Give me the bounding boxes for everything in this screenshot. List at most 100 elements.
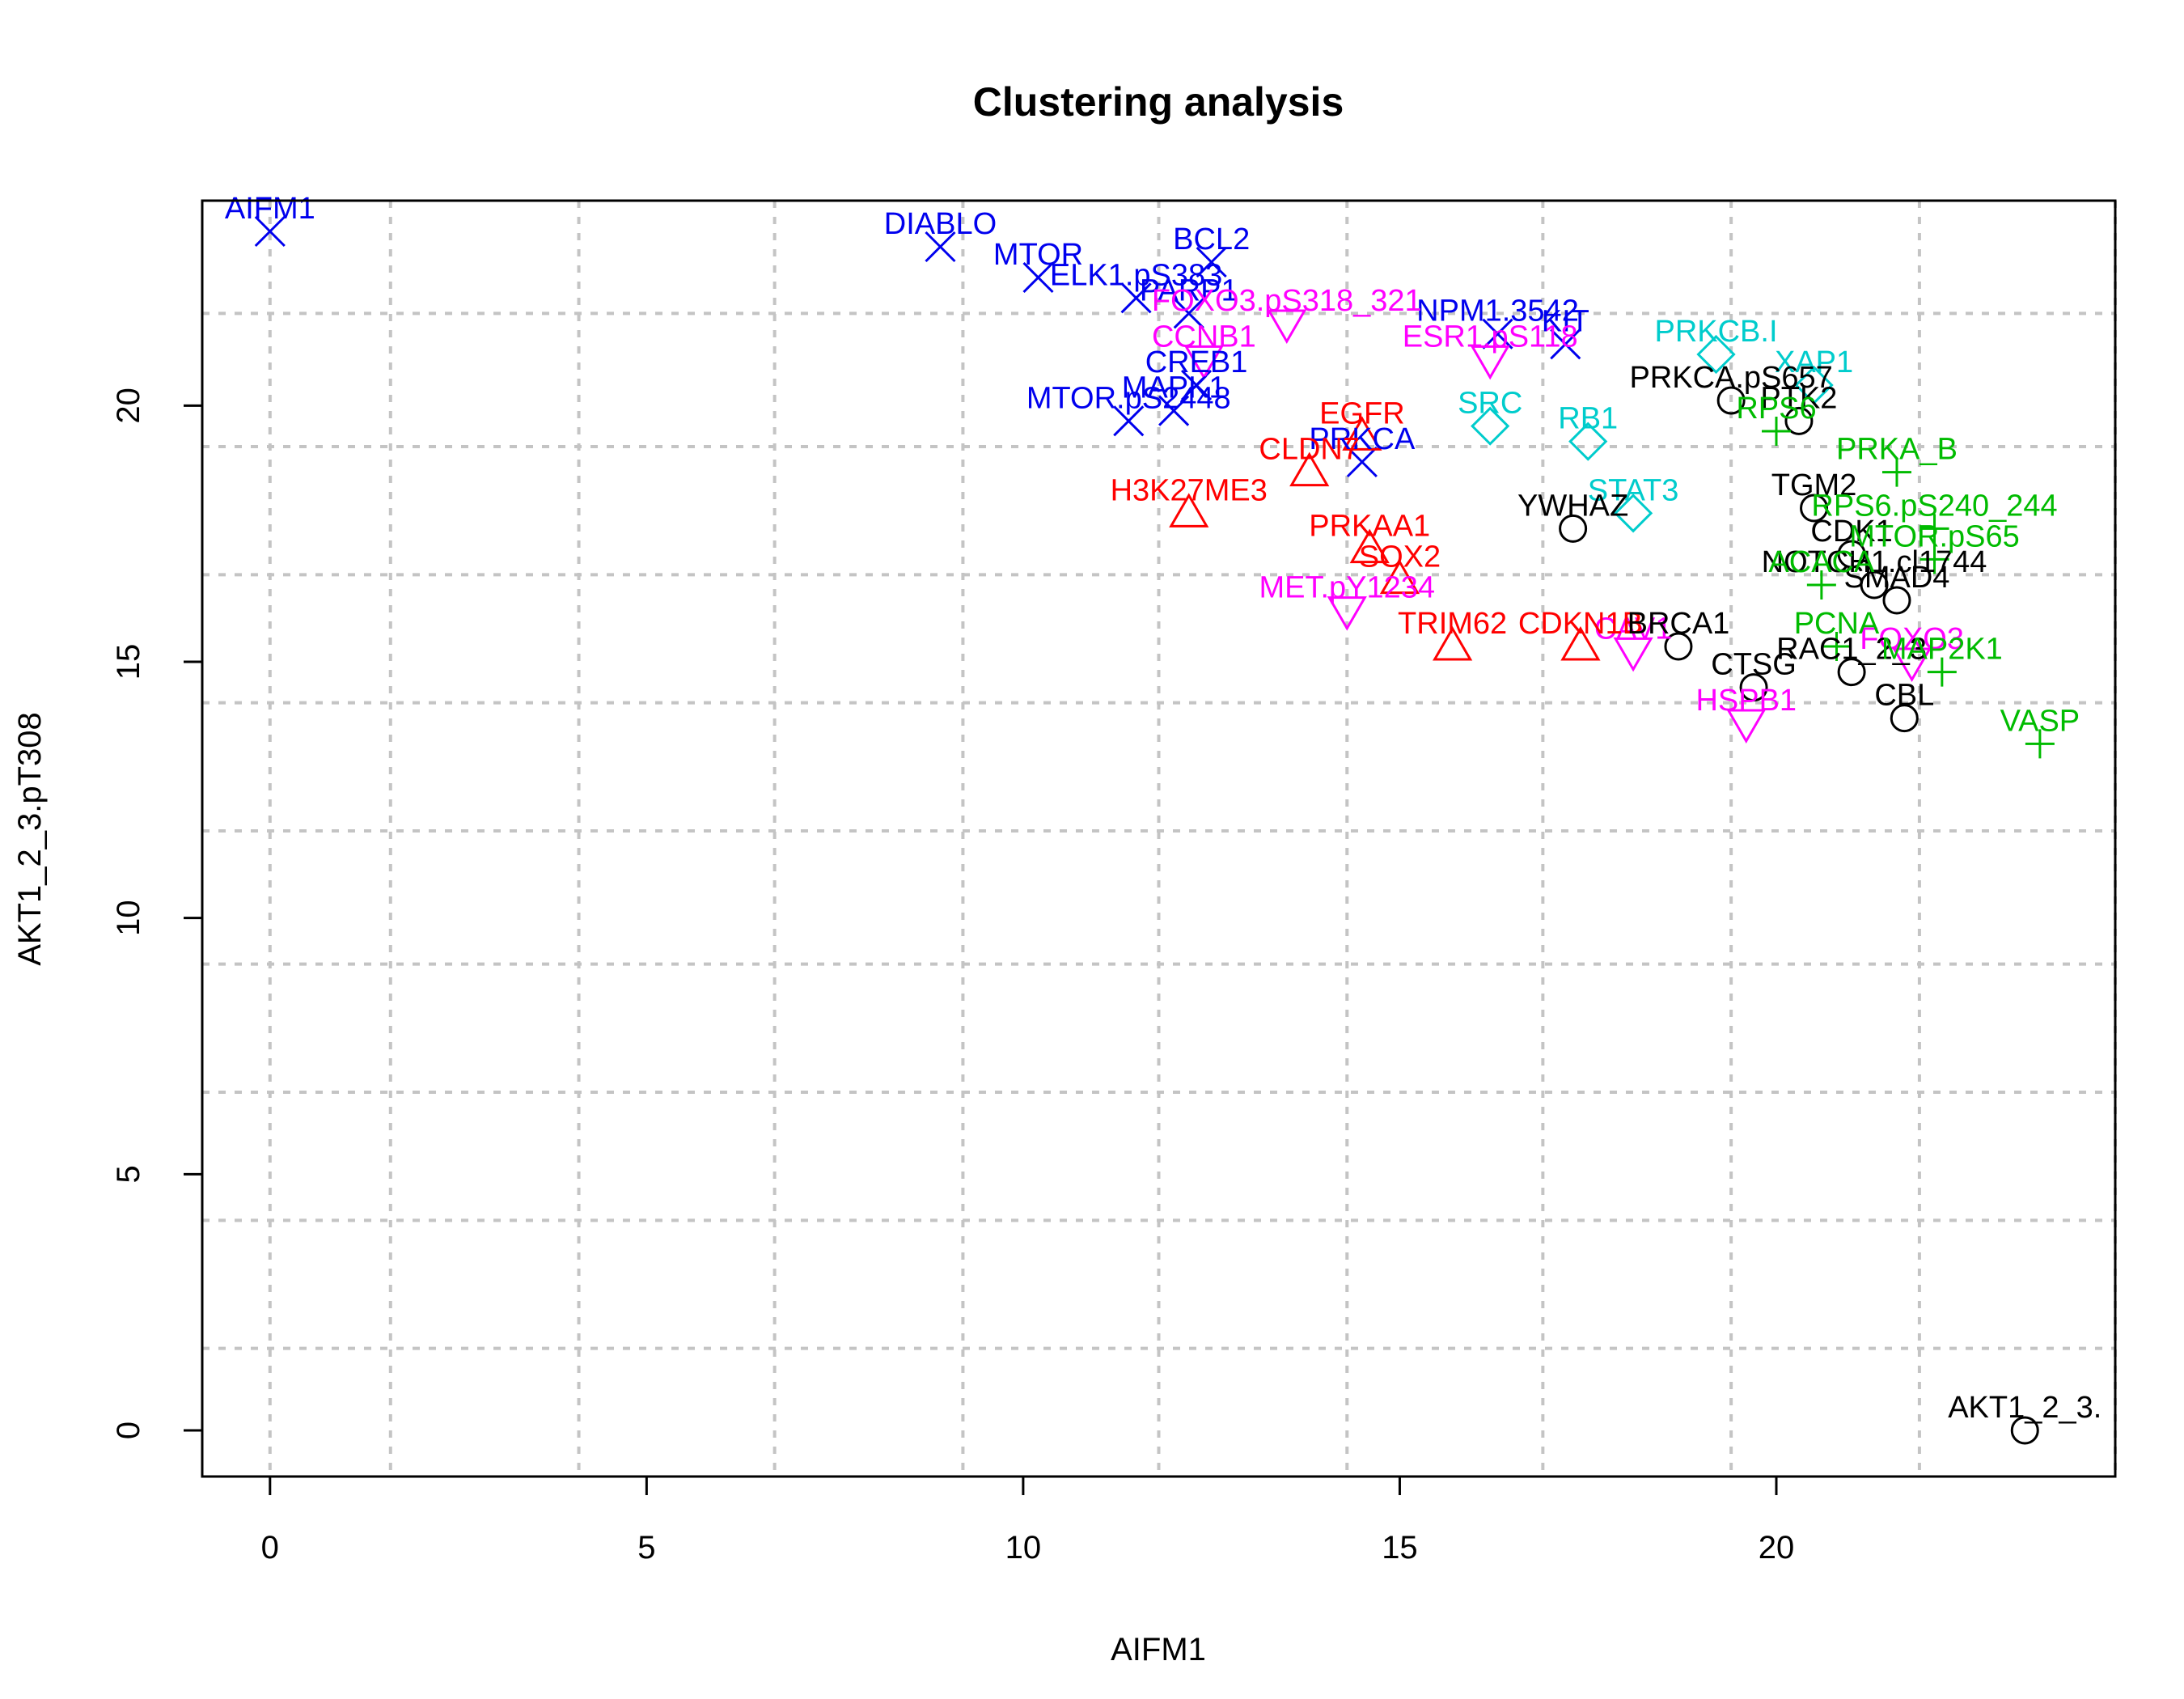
data-point-plus [2025,729,2055,759]
data-point-triangle-down [1470,345,1510,380]
point-label: CCNB1 [1152,320,1256,354]
point-label: PRKA_B [1836,433,1958,467]
data-point-circle [1739,673,1768,702]
point-label: PCNA [1794,607,1880,641]
point-label: PRKCB.I [1654,315,1777,349]
point-label: MAPK1 [1122,371,1226,405]
data-point-diamond [1471,406,1510,446]
x-axis-label: AIFM1 [1111,1632,1206,1667]
data-point-circle [1882,586,1911,615]
point-label: PARP1 [1140,273,1238,307]
data-point-x [1120,282,1152,314]
data-point-circle [1837,540,1866,569]
data-point-circle [1837,658,1866,687]
point-label: PRKAA1 [1309,510,1430,544]
data-point-x [1196,246,1227,278]
data-point-x [1022,261,1054,294]
data-point-triangle-down [1613,637,1653,672]
data-point-plus [1822,632,1852,661]
point-label: RPS6 [1736,392,1816,426]
x-tick-label: 20 [1759,1530,1795,1566]
point-label: BCL2 [1173,222,1250,256]
point-label: YWHAZ [1517,489,1628,523]
data-point-triangle [1342,416,1382,451]
point-label: H3K27ME3 [1111,473,1268,507]
axes: 0 5 10 15 20 0 5 10 15 20 [111,388,1794,1566]
data-point-x [1158,395,1190,426]
data-point-triangle [1433,626,1473,661]
point-label: SMAD4 [1844,561,1950,595]
x-tick-label: 5 [637,1530,655,1566]
point-label: MTOR.pS65 [1849,519,2019,553]
point-label: NPM1.3542 [1416,294,1579,328]
point-label: AIFM1 [225,192,315,226]
point-label: SRC [1458,387,1522,421]
point-label: PRKCA [1309,422,1416,456]
point-label: AKT1_2_3. [1948,1391,2101,1425]
data-points [254,215,2055,1445]
point-label: NOTCH1.cl1744 [1762,545,1987,579]
data-point-circle [1890,704,1919,733]
point-label: ACACA [1768,545,1875,579]
data-point-triangle [1560,626,1601,661]
data-point-x [1113,405,1145,437]
point-label: CREB1 [1145,345,1248,379]
point-label: TGM2 [1771,468,1857,502]
y-tick-label: 10 [111,900,146,936]
y-tick-label: 20 [111,388,146,424]
point-label: VASP [2000,704,2080,738]
point-label: RAC1_2_3 [1776,633,1927,667]
point-label: ESR1.pS118 [1403,320,1578,354]
data-point-triangle [1349,528,1390,564]
data-point-triangle [1169,493,1209,527]
point-label: PTK2 [1760,381,1837,415]
data-point-circle [1716,386,1746,415]
data-point-x [1482,318,1513,350]
data-point-diamond [1568,422,1608,461]
point-label: CBL [1874,679,1934,713]
data-point-triangle [1289,451,1330,487]
chart-title: Clustering analysis [973,79,1344,125]
point-label: FOXO3.pS318_321 [1152,284,1422,318]
point-label: CDK1 [1810,515,1892,549]
data-point-x [1346,446,1378,478]
data-point-x [1550,328,1581,360]
data-point-circle [1559,514,1588,543]
point-label: TRIM62 [1398,607,1507,641]
point-label: SOX2 [1359,540,1441,574]
point-label: KIT [1542,304,1589,338]
data-point-triangle-down [1726,709,1767,744]
point-label: MTOR [993,238,1083,272]
data-point-circle [1860,570,1889,600]
point-label: CLDN7 [1259,433,1360,467]
data-point-diamond [1696,334,1736,375]
point-label: MAP2K1 [1881,633,2003,667]
point-label: CTSG [1711,648,1797,682]
point-label: PRKCA.pS657 [1629,361,1832,395]
y-tick-label: 15 [111,644,146,680]
data-point-triangle-down [1891,647,1932,682]
point-label: MTOR.pS2448 [1026,381,1231,415]
data-point-plus [1927,657,1957,687]
data-point-plus [1806,570,1836,600]
data-point-triangle-down [1327,596,1367,631]
data-point-circle [1784,406,1814,435]
y-tick-label: 0 [111,1421,146,1439]
point-label: RB1 [1558,402,1618,436]
point-label: EGFR [1319,396,1405,430]
data-point-x [925,231,956,263]
point-label: ELK1.pS383 [1050,258,1222,292]
x-tick-label: 10 [1005,1530,1042,1566]
point-label: CAV1 [1594,612,1672,646]
data-point-triangle-down [1267,309,1307,344]
data-point-plus [1762,417,1791,446]
data-point-plus [1919,544,1949,574]
point-label: STAT3 [1588,473,1679,507]
data-point-triangle [1379,559,1420,595]
point-label: MET.pY1234 [1259,571,1435,605]
data-point-plus [1881,457,1911,487]
point-label: HSPB1 [1695,684,1797,718]
